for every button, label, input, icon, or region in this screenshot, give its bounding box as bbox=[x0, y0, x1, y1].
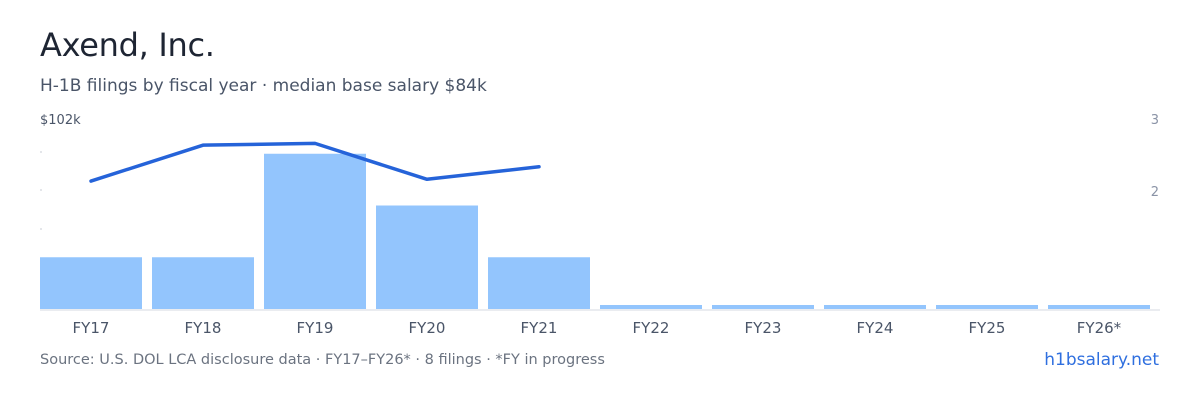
x-tick-label: FY25 bbox=[969, 319, 1006, 337]
bar-fy19 bbox=[264, 153, 366, 309]
chart-subtitle: H-1B filings by fiscal year · median bas… bbox=[40, 76, 487, 96]
right-axis: 32 bbox=[1151, 113, 1159, 200]
salary-line bbox=[89, 141, 541, 183]
salary-line-series bbox=[89, 141, 541, 183]
left-axis: $102k bbox=[40, 113, 81, 230]
x-tick-label: FY20 bbox=[409, 319, 446, 337]
x-tick-label: FY21 bbox=[521, 319, 558, 337]
x-tick-label: FY19 bbox=[297, 319, 334, 337]
bar-fy17 bbox=[40, 257, 142, 309]
x-tick-label: FY18 bbox=[185, 319, 222, 337]
chart-title: Axend, Inc. bbox=[40, 26, 215, 64]
left-axis-top-label: $102k bbox=[40, 113, 81, 128]
right-tick-label: 2 bbox=[1151, 185, 1159, 200]
x-tick-label: FY26* bbox=[1077, 319, 1122, 337]
bar-fy26 bbox=[1048, 305, 1150, 309]
x-tick-label: FY22 bbox=[633, 319, 670, 337]
footer-source: Source: U.S. DOL LCA disclosure data · F… bbox=[40, 352, 605, 368]
bar-fy20 bbox=[376, 205, 478, 309]
x-tick-label: FY17 bbox=[73, 319, 110, 337]
bar-fy23 bbox=[712, 305, 814, 309]
bar-fy25 bbox=[936, 305, 1038, 309]
right-tick-label: 3 bbox=[1151, 113, 1159, 128]
x-axis-ticks: FY17 FY18 FY19 FY20 FY21 FY22 FY23 FY24 FY25 FY26… bbox=[73, 319, 1122, 337]
bar-fy21 bbox=[488, 257, 590, 309]
site-link[interactable]: h1bsalary.net bbox=[1044, 350, 1159, 370]
x-tick-label: FY23 bbox=[745, 319, 782, 337]
x-tick-label: FY24 bbox=[857, 319, 894, 337]
bar-fy18 bbox=[152, 257, 254, 309]
bar-fy24 bbox=[824, 305, 926, 309]
bar-series bbox=[40, 153, 1150, 309]
bar-fy22 bbox=[600, 305, 702, 309]
